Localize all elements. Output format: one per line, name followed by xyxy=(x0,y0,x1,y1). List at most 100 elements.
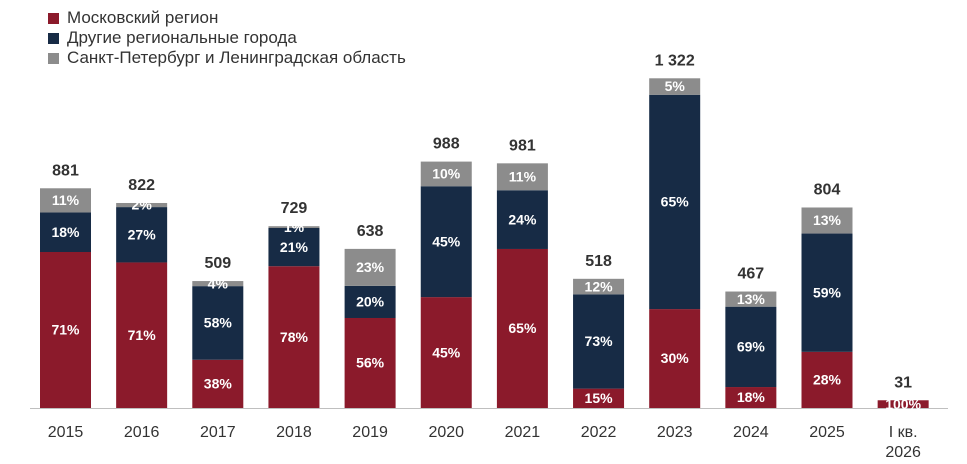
legend: Московский регион Другие региональные го… xyxy=(48,8,406,68)
data-label-other-cities-0: 18% xyxy=(51,224,80,240)
legend-swatch-spb xyxy=(48,52,59,64)
data-label-moscow-2: 38% xyxy=(204,376,233,392)
total-label-8: 1 322 xyxy=(655,52,695,69)
bar-moscow-2 xyxy=(192,359,244,408)
data-label-spb-0: 11% xyxy=(52,192,80,208)
x-tick-label-3: 2018 xyxy=(276,424,312,441)
bar-spb-0 xyxy=(40,188,91,213)
bar-moscow-7 xyxy=(573,388,625,408)
bar-other-cities-9 xyxy=(725,306,777,388)
data-label-spb-8: 5% xyxy=(665,78,686,94)
bar-spb-9 xyxy=(725,291,777,307)
data-label-moscow-0: 71% xyxy=(51,322,80,338)
x-tick-label-7: 2022 xyxy=(581,424,617,441)
x-tick-label-0: 2015 xyxy=(48,424,84,441)
data-label-other-cities-9: 69% xyxy=(737,339,766,355)
bar-other-cities-10 xyxy=(801,233,853,352)
data-label-other-cities-4: 20% xyxy=(356,294,385,310)
legend-label-spb: Санкт-Петербург и Ленинградская область xyxy=(67,48,406,67)
x-axis: 2015 2016 2017 2018 2019 2020 2021 2022 2023 2024… xyxy=(48,424,921,461)
data-label-other-cities-8: 65% xyxy=(661,194,690,210)
total-label-0: 881 xyxy=(52,162,79,179)
x-tick-label-5: 2020 xyxy=(428,424,464,441)
x-tick-label-11-line1: I кв. xyxy=(889,424,918,441)
data-label-other-cities-10: 59% xyxy=(813,284,842,300)
x-tick-label-9: 2024 xyxy=(733,424,769,441)
bar-moscow-9 xyxy=(725,387,777,408)
data-label-spb-5: 10% xyxy=(432,166,461,182)
data-label-other-cities-3: 21% xyxy=(280,239,309,255)
total-label-6: 981 xyxy=(509,137,536,154)
x-tick-label-11-line2: 2026 xyxy=(885,444,921,461)
bar-moscow-1 xyxy=(116,262,168,408)
total-label-5: 988 xyxy=(433,136,460,153)
total-label-3: 729 xyxy=(281,200,308,217)
data-label-spb-10: 13% xyxy=(813,212,842,228)
bar-spb-7 xyxy=(573,278,625,295)
data-label-moscow-6: 65% xyxy=(508,320,537,336)
bar-spb-8 xyxy=(649,78,701,95)
legend-swatch-moscow xyxy=(48,12,59,24)
data-label-other-cities-1: 27% xyxy=(128,226,157,242)
bars-layer xyxy=(40,78,929,408)
x-tick-label-4: 2019 xyxy=(352,424,388,441)
total-label-4: 638 xyxy=(357,223,384,240)
bar-moscow-11 xyxy=(877,400,929,408)
bar-spb-3 xyxy=(268,226,320,229)
data-label-moscow-5: 45% xyxy=(432,344,461,360)
total-label-10: 804 xyxy=(814,181,841,198)
legend-item-spb: Санкт-Петербург и Ленинградская область xyxy=(48,48,406,68)
data-label-moscow-11: 100% xyxy=(885,396,921,412)
bar-moscow-0 xyxy=(40,251,91,408)
total-label-2: 509 xyxy=(204,255,231,272)
bar-spb-5 xyxy=(420,161,472,187)
bar-moscow-10 xyxy=(801,351,853,408)
legend-label-moscow: Московский регион xyxy=(67,8,219,27)
bar-other-cities-6 xyxy=(496,190,548,249)
data-label-other-cities-7: 73% xyxy=(585,333,614,349)
bar-other-cities-5 xyxy=(420,186,472,298)
data-label-moscow-3: 78% xyxy=(280,329,309,345)
data-label-other-cities-5: 45% xyxy=(432,233,461,249)
bar-spb-1 xyxy=(116,202,168,208)
x-tick-label-10: 2025 xyxy=(809,424,845,441)
data-label-other-cities-2: 58% xyxy=(204,315,233,331)
data-label-spb-3: 1% xyxy=(284,219,305,235)
bar-other-cities-8 xyxy=(649,94,701,310)
bar-other-cities-4 xyxy=(344,285,396,318)
data-label-spb-7: 12% xyxy=(585,278,614,294)
legend-swatch-other-cities xyxy=(48,32,59,44)
legend-item-other-cities: Другие региональные города xyxy=(48,28,406,48)
data-label-spb-4: 23% xyxy=(356,259,385,275)
bar-spb-2 xyxy=(192,281,244,287)
x-tick-label-6: 2021 xyxy=(505,424,541,441)
data-label-moscow-10: 28% xyxy=(813,372,842,388)
bar-other-cities-2 xyxy=(192,286,244,360)
bar-other-cities-3 xyxy=(268,228,320,267)
legend-label-other-cities: Другие региональные города xyxy=(67,28,297,47)
data-label-moscow-8: 30% xyxy=(661,350,690,366)
bar-moscow-8 xyxy=(649,309,701,408)
bar-spb-10 xyxy=(801,207,853,234)
total-label-7: 518 xyxy=(585,253,612,270)
total-label-11: 31 xyxy=(894,374,912,391)
legend-item-moscow: Московский регион xyxy=(48,8,406,28)
bar-moscow-4 xyxy=(344,317,396,408)
labels-layer: 71% 18% 11% 881 71% 27% 2% 822 38% 58% 4% 509 78% 21%… xyxy=(51,52,921,412)
data-label-spb-6: 11% xyxy=(509,168,537,184)
x-tick-label-2: 2017 xyxy=(200,424,236,441)
data-label-moscow-1: 71% xyxy=(128,327,157,343)
bar-moscow-6 xyxy=(496,248,548,408)
data-label-moscow-4: 56% xyxy=(356,355,385,371)
total-label-1: 822 xyxy=(128,177,155,194)
x-tick-label-1: 2016 xyxy=(124,424,160,441)
bar-other-cities-0 xyxy=(40,212,91,252)
bar-moscow-5 xyxy=(420,297,472,408)
bar-spb-4 xyxy=(344,248,396,286)
data-label-spb-9: 13% xyxy=(737,291,766,307)
bar-moscow-3 xyxy=(268,266,320,408)
bar-spb-6 xyxy=(496,163,548,191)
total-label-9: 467 xyxy=(737,266,764,283)
data-label-moscow-7: 15% xyxy=(585,390,614,406)
